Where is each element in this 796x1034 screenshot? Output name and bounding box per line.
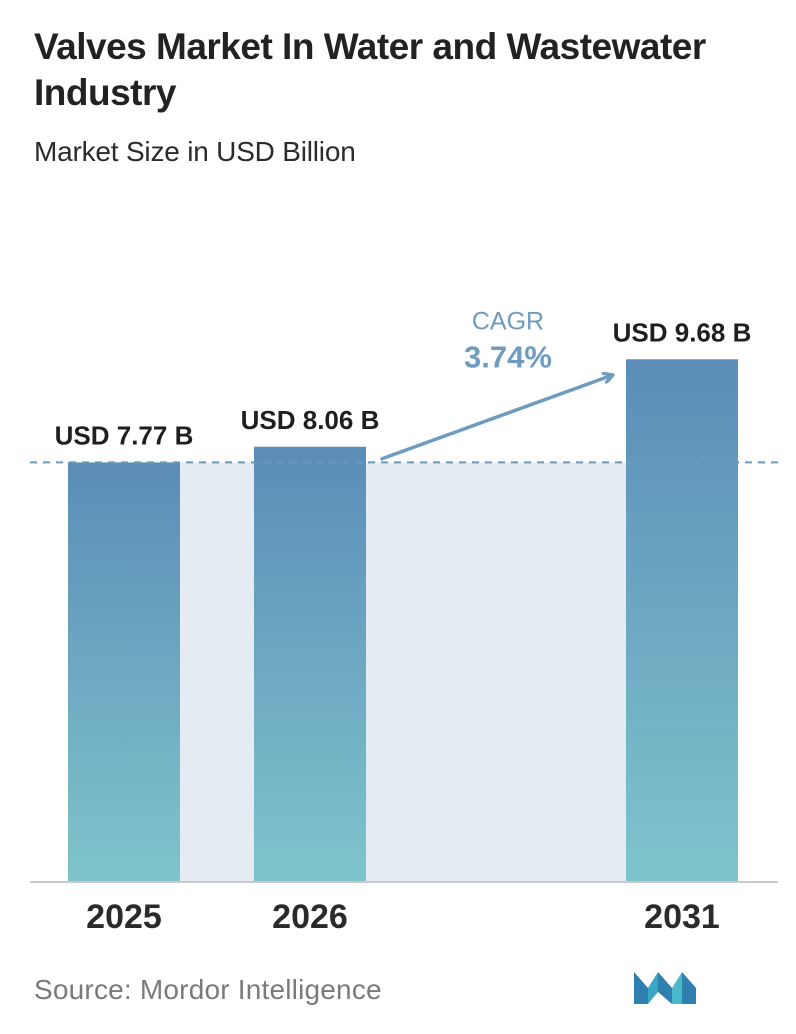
bar-2026: [254, 446, 366, 882]
cagr-value: 3.74%: [464, 339, 552, 374]
bar-2025: [68, 462, 180, 882]
chart-title: Valves Market In Water and Wastewater In…: [34, 26, 706, 113]
value-label-2026: USD 8.06 B: [241, 405, 380, 435]
forecast-band: [180, 462, 626, 882]
value-label-2031: USD 9.68 B: [613, 317, 752, 347]
cagr-label: CAGR: [472, 307, 544, 335]
x-tick-label-2031: 2031: [644, 898, 720, 936]
chart-subtitle: Market Size in USD Billion: [34, 136, 356, 167]
mordor-intelligence-logo-icon: [634, 972, 696, 1004]
x-tick-label-2025: 2025: [86, 898, 162, 936]
x-tick-label-2026: 2026: [272, 898, 348, 936]
source-note: Source: Mordor Intelligence: [34, 974, 382, 1005]
bar-2031: [626, 359, 738, 882]
bar-chart: USD 7.77 B USD 8.06 B USD 9.68 B 2025 2026 20…: [30, 307, 778, 936]
cagr-arrow: [380, 375, 612, 461]
value-label-2025: USD 7.77 B: [55, 420, 194, 450]
